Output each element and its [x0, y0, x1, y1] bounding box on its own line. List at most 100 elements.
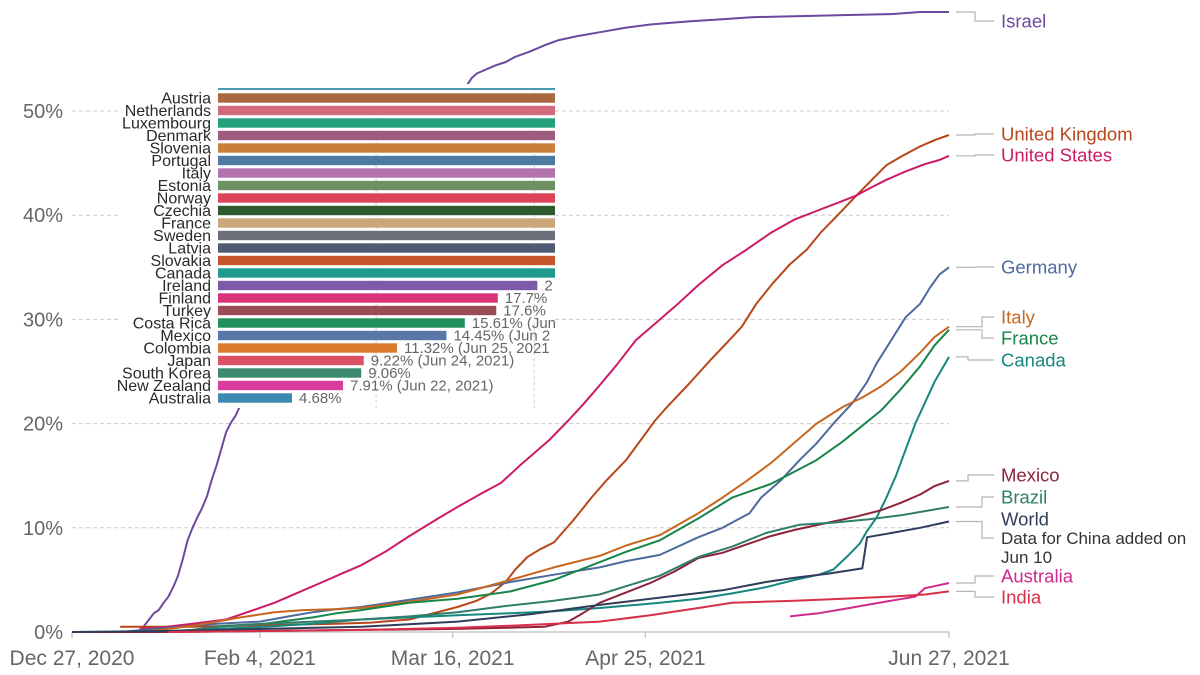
inset-bar-value: 17.7%: [505, 290, 548, 307]
inset-bar-label: Latvia: [168, 241, 211, 258]
inset-bar-value: 14.45% (Jun 2: [453, 328, 550, 345]
inset-bar-value: 7.91% (Jun 22, 2021): [350, 378, 493, 395]
inset-bar: [218, 118, 555, 128]
series-line-world: [71, 520, 950, 633]
x-tick-label: Apr 25, 2021: [585, 647, 705, 670]
leader-line: [956, 316, 994, 328]
inset-bar: [218, 293, 498, 303]
series-label-australia: Australia: [1001, 566, 1074, 587]
leader-line: [956, 356, 994, 361]
inset-bar: [218, 230, 555, 241]
inset-bar-label: Ireland: [162, 278, 211, 295]
series-label-united-states: United States: [1001, 145, 1112, 166]
inset-bar-label: Slovenia: [150, 141, 211, 158]
series-label-mexico: Mexico: [1001, 465, 1060, 486]
inset-bar: [218, 393, 292, 403]
inset-bar: [218, 205, 555, 216]
inset-bar: [218, 268, 555, 278]
inset-bar-fragment: [218, 88, 555, 90]
inset-bar-label: Finland: [159, 291, 211, 308]
inset-bar-value: 15.61% (Jun: [472, 315, 556, 332]
inset-bar-label: France: [161, 216, 211, 233]
inset-bar-label: Japan: [167, 353, 211, 370]
inset-bar: [218, 93, 555, 103]
inset-bar-value: 4.68%: [299, 390, 342, 407]
leader-line: [956, 329, 994, 339]
inset-bar-label: South Korea: [122, 366, 211, 383]
y-tick-label: 40%: [23, 205, 63, 227]
inset-bar-label: Austria: [161, 91, 211, 108]
y-tick-label: 30%: [23, 309, 63, 331]
inset-bar: [218, 330, 447, 341]
series-line-france: [177, 329, 950, 633]
inset-bar-label: Turkey: [163, 303, 211, 320]
inset-bar-value: 9.06%: [368, 365, 411, 382]
inset-bar-value: 9.22% (Jun 24, 2021): [371, 353, 514, 370]
inset-bar: [218, 243, 555, 253]
inset-bar-label: Netherlands: [125, 103, 211, 120]
x-tick-label: Dec 27, 2020: [10, 647, 135, 670]
x-axis: Dec 27, 2020 Feb 4, 2021 Mar 16, 2021 Apr 2…: [10, 631, 1010, 670]
leader-line: [956, 590, 994, 598]
series-line-united-states: [139, 154, 950, 630]
series-label-israel: Israel: [1001, 11, 1046, 32]
inset-bar: [218, 255, 555, 266]
leader-line: [956, 575, 994, 584]
inset-bar-value: 2: [544, 278, 552, 295]
inset-bar-label: New Zealand: [117, 378, 211, 395]
leader-line: [956, 154, 994, 157]
inset-bar: [218, 368, 362, 378]
inset-bar: [218, 218, 555, 228]
annotation-line-1: Data for China added on: [1001, 529, 1186, 548]
series-label-world: World: [1001, 509, 1049, 530]
inset-bar: [218, 143, 555, 153]
inset-bar: [218, 343, 397, 353]
y-tick-label: 0%: [34, 622, 63, 644]
inset-bar-label: Portugal: [151, 153, 211, 170]
inset-bar: [218, 168, 555, 178]
series-labels: Data for China added on Jun 10 Israel Uni…: [956, 11, 1186, 608]
leader-line: [956, 474, 994, 482]
inset-bar-label: Sweden: [153, 228, 211, 245]
series-label-united-kingdom: United Kingdom: [1001, 124, 1133, 145]
series-label-brazil: Brazil: [1001, 487, 1047, 508]
inset-bar-label: Colombia: [143, 341, 211, 358]
inset-bar: [218, 380, 344, 391]
series-line-mexico: [72, 479, 950, 633]
y-tick-label: 10%: [23, 518, 63, 540]
series-label-germany: Germany: [1001, 257, 1078, 278]
annotation-line-2: Jun 10: [1001, 548, 1052, 567]
inset-bar: [218, 105, 555, 116]
x-tick-label: Feb 4, 2021: [204, 647, 316, 670]
inset-bar-label: Slovakia: [151, 253, 212, 270]
series-label-france: France: [1001, 328, 1059, 349]
leader-line: [956, 133, 994, 136]
y-tick-label: 50%: [23, 101, 63, 123]
inset-bar-label: Costa Rica: [133, 316, 211, 333]
inset-bar: [218, 155, 555, 166]
series-line-brazil: [168, 506, 950, 633]
series-label-india: India: [1001, 587, 1042, 608]
series-label-canada: Canada: [1001, 350, 1067, 371]
x-tick-label: Jun 27, 2021: [888, 647, 1009, 670]
inset-bar-label: Mexico: [160, 328, 211, 345]
inset-bar: [218, 318, 465, 328]
inset-bar: [218, 193, 555, 203]
inset-bar-label: Czechia: [153, 203, 211, 220]
series-line-italy: [144, 325, 950, 633]
inset-bar: [218, 280, 538, 291]
series-label-italy: Italy: [1001, 307, 1036, 328]
inset-bar-value: 11.32% (Jun 25, 2021: [404, 340, 550, 357]
inset-bar-label: Denmark: [146, 128, 212, 145]
series-line-australia: [789, 582, 950, 618]
inset-bar: [218, 180, 555, 191]
inset-bar-label: Estonia: [158, 178, 211, 195]
inset-bar-chart: AustriaNetherlandsLuxembourgDenmarkSlove…: [117, 84, 556, 408]
leader-line: [956, 520, 994, 539]
series-line-india: [168, 590, 950, 633]
inset-bar-value: 17.6%: [503, 303, 546, 320]
inset-bar-label: Norway: [157, 191, 211, 208]
inset-bar-label: Italy: [182, 166, 211, 183]
inset-bar: [218, 305, 497, 316]
